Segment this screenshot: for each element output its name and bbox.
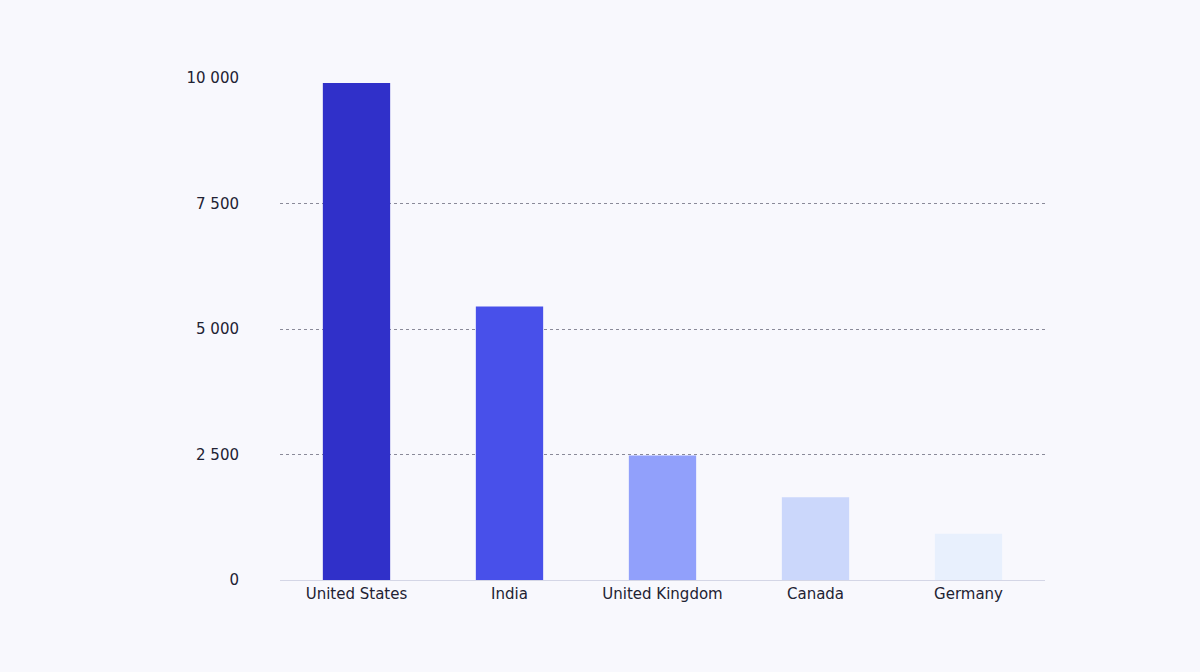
svg-text:0: 0 — [229, 571, 239, 589]
svg-text:2 500: 2 500 — [196, 446, 239, 464]
svg-text:United Kingdom: United Kingdom — [602, 585, 722, 603]
svg-text:Germany: Germany — [934, 585, 1003, 603]
svg-text:Canada: Canada — [787, 585, 844, 603]
svg-text:United States: United States — [306, 585, 408, 603]
svg-text:10 000: 10 000 — [187, 69, 240, 87]
svg-text:7 500: 7 500 — [196, 195, 239, 213]
svg-text:5 000: 5 000 — [196, 320, 239, 338]
svg-text:India: India — [491, 585, 528, 603]
